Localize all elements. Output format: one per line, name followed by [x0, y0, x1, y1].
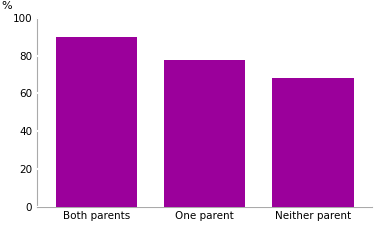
Y-axis label: %: %	[2, 0, 12, 10]
Bar	[273, 78, 353, 207]
Bar	[56, 37, 137, 207]
Bar	[164, 59, 245, 207]
